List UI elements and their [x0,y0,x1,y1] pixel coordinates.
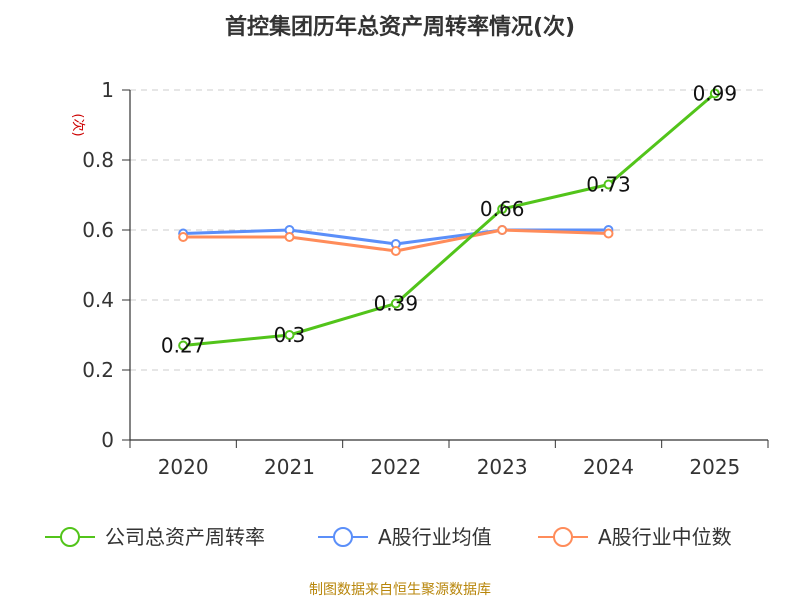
data-label: 0.66 [480,197,525,221]
data-point[interactable] [284,330,295,340]
grid-lines [130,89,768,371]
y-tick-label: 1 [101,78,114,102]
legend-item[interactable]: 公司总资产周转率 [45,525,265,549]
y-tick-label: 0.6 [82,218,114,242]
x-tick-label: 2023 [477,455,528,479]
y-tick-label: 0.8 [82,148,114,172]
y-tick-label: 0 [101,428,114,452]
data-label: 0.27 [161,334,206,358]
data-point[interactable] [284,232,295,242]
legend-item[interactable]: A股行业均值 [318,525,492,549]
data-point[interactable] [603,179,614,190]
data-point[interactable] [390,298,401,309]
source-note: 制图数据来自恒生聚源数据库 [309,582,491,598]
data-point[interactable] [497,225,508,235]
series-line [183,92,716,347]
series-0 [178,88,720,351]
chart-title: 首控集团历年总资产周转率情况(次) [225,14,575,40]
legend-item[interactable]: A股行业中位数 [538,525,732,549]
data-label: 0.3 [274,323,306,347]
series-2 [178,225,614,256]
data-labels: 0.27 0.3 0.39 0.66 0.73 0.99 [161,82,737,358]
x-tick-label: 2022 [370,455,421,479]
data-label: 0.99 [693,82,738,106]
legend-label: A股行业中位数 [598,525,732,549]
data-point[interactable] [178,340,189,351]
data-point[interactable] [709,88,720,99]
legend-label: 公司总资产周转率 [105,525,265,549]
legend-marker-icon [333,527,353,547]
axes: 0 0.2 0.4 0.6 0.8 1 2020 2021 2022 2023 2024 2025 [82,78,769,479]
data-point[interactable] [603,228,614,239]
x-tick-label: 2021 [264,455,315,479]
series-group [178,88,720,351]
data-point[interactable] [390,246,401,256]
data-point[interactable] [497,204,508,214]
y-axis-label: (次) [70,113,86,136]
data-label: 0.39 [374,292,419,316]
legend-label: A股行业均值 [378,525,492,549]
y-tick-label: 0.4 [82,288,114,312]
legend-marker-icon [553,527,573,547]
y-tick-label: 0.2 [82,358,114,382]
data-point[interactable] [178,232,189,242]
x-tick-label: 2024 [583,455,634,479]
x-tick-label: 2025 [689,455,740,479]
data-label: 0.73 [586,173,631,197]
legend-marker-icon [60,527,80,547]
x-tick-label: 2020 [158,455,209,479]
legend: 公司总资产周转率 A股行业均值 A股行业中位数 [45,525,732,549]
